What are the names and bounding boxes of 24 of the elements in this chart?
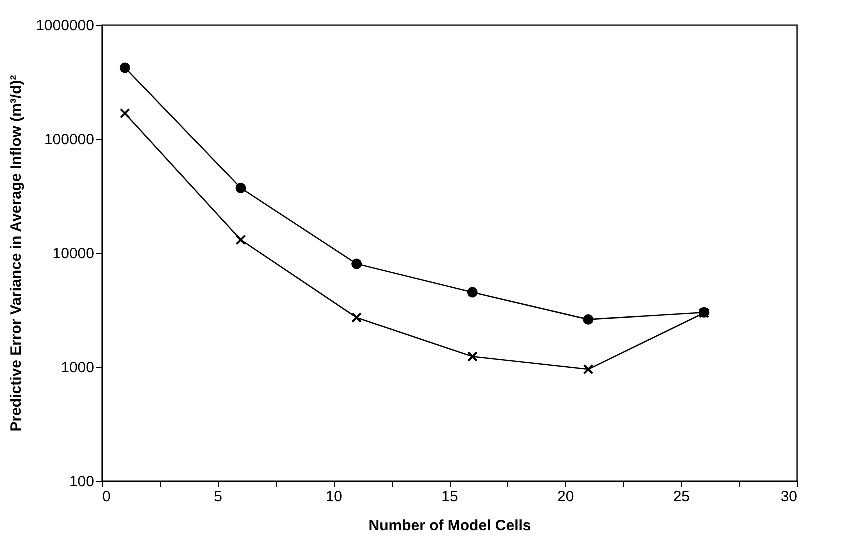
point (467, 287, 478, 298)
point (583, 314, 594, 325)
point (583, 364, 594, 375)
y-tick-label: 10000 (52, 246, 94, 262)
x-tick-label: 20 (557, 488, 574, 506)
point (120, 108, 130, 119)
y-axis-title: Predictive Error Variance in Average Inflow (m³/d)² (8, 75, 26, 432)
x-axis-title: Number of Model Cells (368, 518, 532, 534)
x-tick-label: 15 (442, 488, 458, 506)
point (352, 258, 362, 270)
x-tick-label: 25 (673, 488, 690, 506)
y-tick-label: 1000 (61, 360, 94, 376)
point (120, 62, 130, 74)
x-tick-label: 0 (102, 488, 111, 506)
point (352, 312, 362, 324)
point (467, 352, 478, 362)
point (236, 234, 246, 246)
y-tick-label: 1000000 (36, 18, 94, 34)
x-tick-label: 10 (326, 488, 343, 506)
y-tick-label: 100 (69, 474, 94, 490)
y-tick-label: 100000 (44, 132, 94, 148)
x-tick-label: 5 (214, 488, 223, 506)
point (236, 182, 246, 194)
x-tick-label: 30 (780, 488, 798, 506)
